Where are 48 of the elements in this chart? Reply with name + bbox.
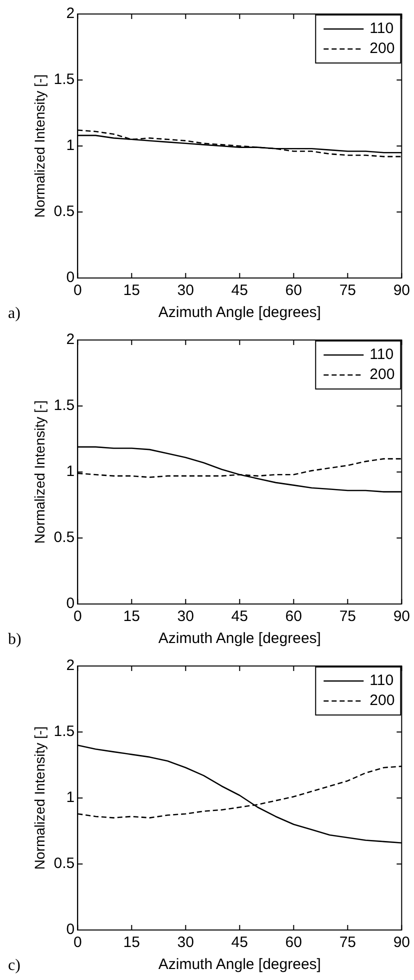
y-axis-title: Normalized Intensity [-]: [31, 726, 48, 870]
x-tick-label: 75: [339, 934, 356, 952]
y-axis-title: Normalized Intensity [-]: [31, 74, 48, 218]
y-tick-label: 0: [66, 595, 75, 612]
y-tick-label: 2: [66, 5, 75, 22]
text: a): [8, 305, 20, 322]
x-axis-title: Azimuth Angle [degrees]: [158, 630, 321, 648]
legend-label: 110: [370, 346, 394, 364]
x-tick-label: 30: [177, 608, 194, 626]
x-tick-label: 45: [231, 282, 248, 300]
y-tick-label: 1.5: [54, 723, 75, 740]
x-tick-label: 30: [177, 282, 194, 300]
x-tick-label: 30: [177, 934, 194, 952]
x-tick-label: 90: [393, 608, 410, 626]
y-axis-title: Normalized Intensity [-]: [31, 400, 48, 544]
legend-label: 110: [370, 672, 394, 690]
x-axis-title: Azimuth Angle [degrees]: [158, 956, 321, 974]
y-tick-label: 0.5: [54, 529, 75, 546]
legend-label: 110: [370, 20, 394, 38]
x-tick-label: 15: [123, 282, 140, 300]
text: b): [8, 631, 22, 648]
text: c): [8, 957, 20, 974]
legend-label: 200: [370, 366, 395, 384]
x-tick-label: 45: [231, 608, 248, 626]
y-tick-label: 2: [66, 331, 75, 348]
x-tick-label: 15: [123, 608, 140, 626]
x-tick-label: 90: [393, 282, 410, 300]
y-tick-label: 0: [66, 269, 75, 286]
x-tick-label: 60: [285, 608, 302, 626]
x-axis-title: Azimuth Angle [degrees]: [158, 304, 321, 322]
x-tick-label: 60: [285, 282, 302, 300]
x-tick-label: 60: [285, 934, 302, 952]
y-tick-label: 0.5: [54, 855, 75, 872]
y-tick-label: 1: [66, 137, 75, 154]
y-tick-label: 1: [66, 463, 75, 480]
y-tick-label: 0.5: [54, 203, 75, 220]
x-tick-label: 75: [339, 282, 356, 300]
legend-label: 200: [370, 692, 395, 710]
y-tick-label: 0: [66, 921, 75, 938]
x-tick-label: 15: [123, 934, 140, 952]
y-tick-label: 1.5: [54, 71, 75, 88]
y-tick-label: 1: [66, 789, 75, 806]
legend-label: 200: [370, 40, 395, 58]
x-tick-label: 75: [339, 608, 356, 626]
y-tick-label: 1.5: [54, 397, 75, 414]
x-tick-label: 90: [393, 934, 410, 952]
x-tick-label: 45: [231, 934, 248, 952]
y-tick-label: 2: [66, 657, 75, 674]
